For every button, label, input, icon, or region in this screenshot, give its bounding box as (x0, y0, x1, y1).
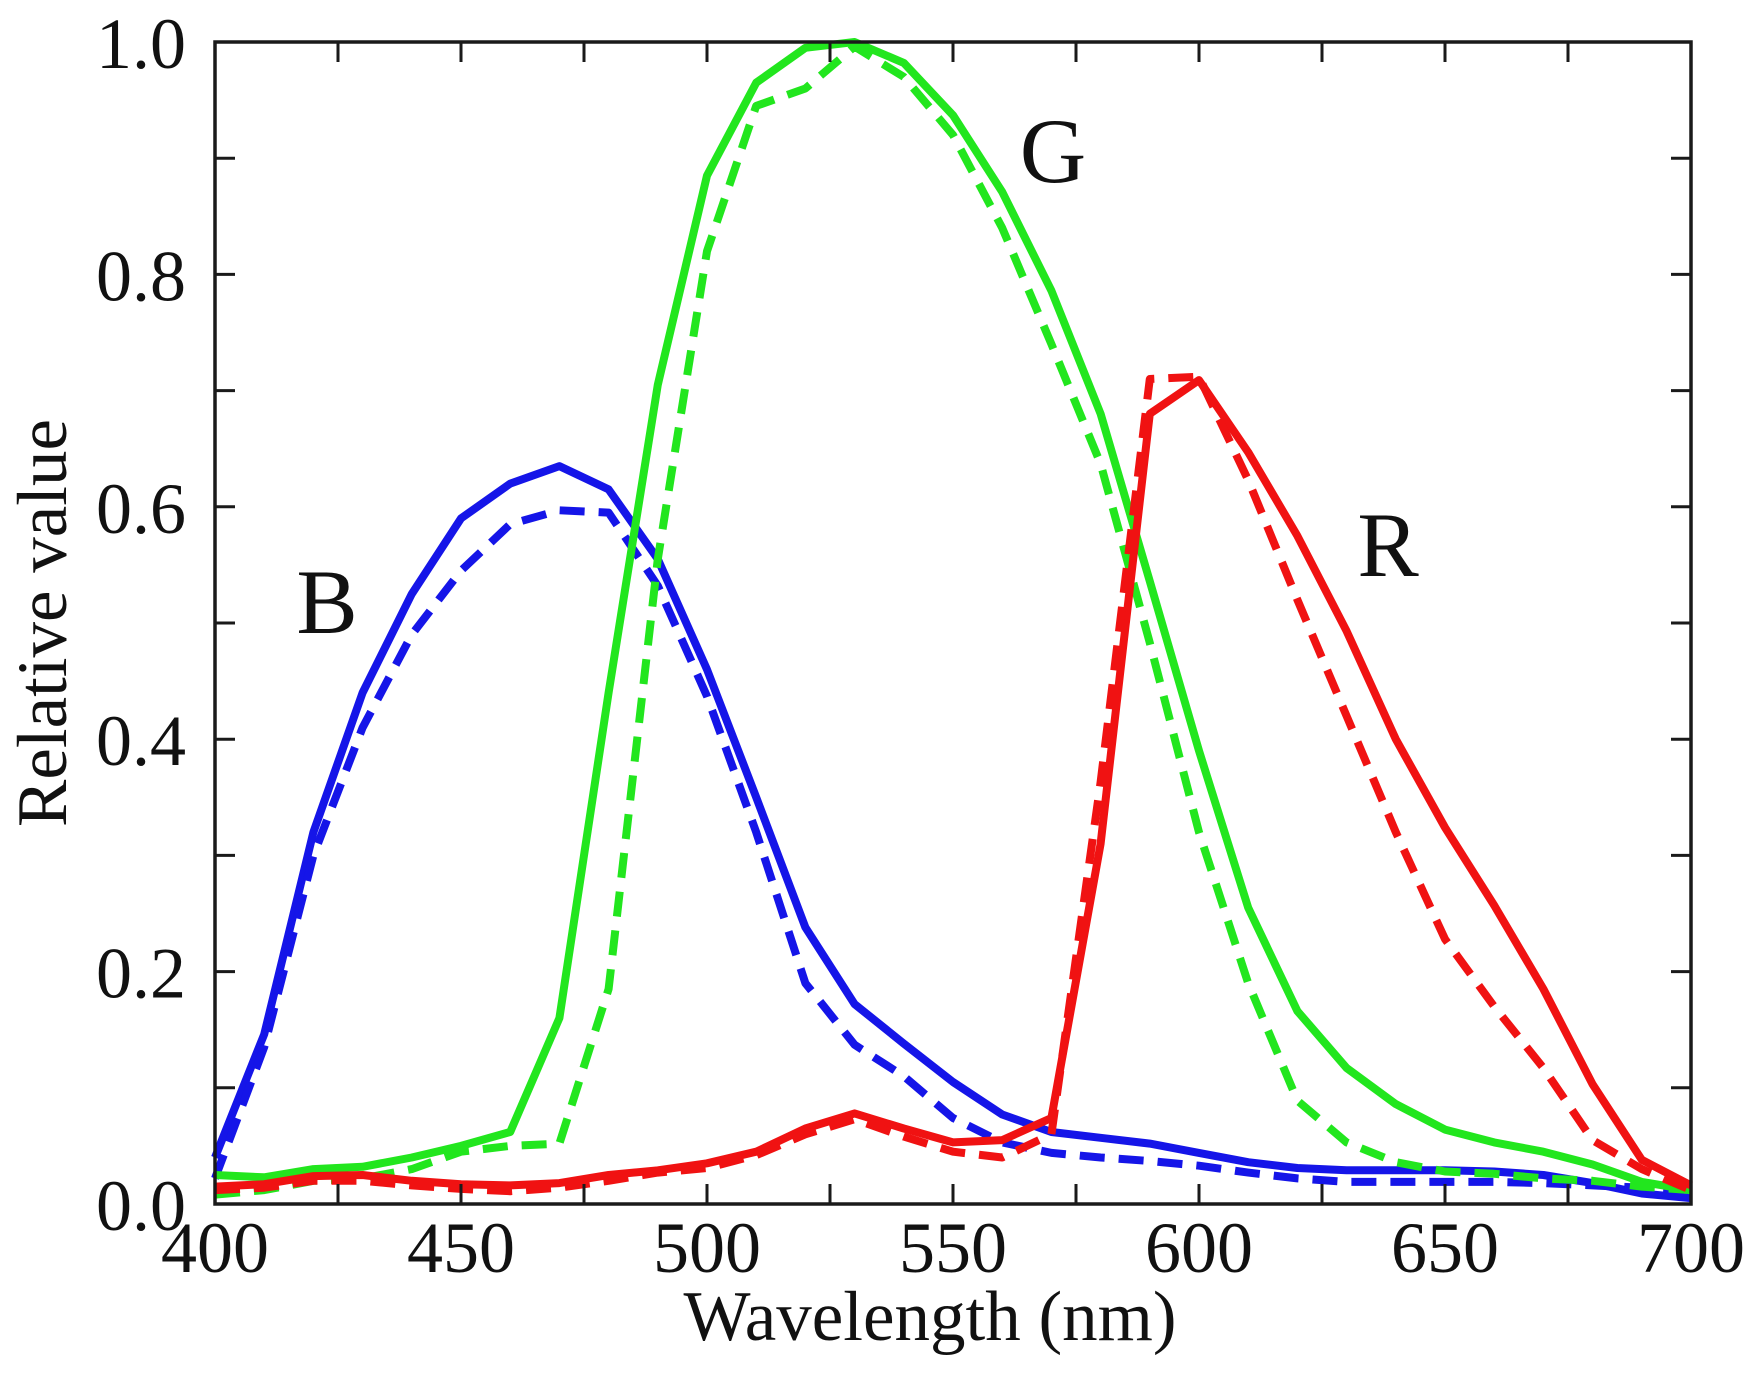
annotation-g: G (1020, 100, 1086, 202)
series-line-g-dashed (214, 42, 1692, 1199)
series-layer (211, 38, 1693, 1203)
annotation-b: B (296, 551, 357, 653)
x-tick-label: 450 (407, 1208, 515, 1288)
plot-frame (213, 40, 1693, 1206)
x-tick-label: 650 (1391, 1208, 1499, 1288)
x-tick-label: 400 (161, 1208, 269, 1288)
x-axis-label: Wavelength (nm) (683, 1278, 1176, 1356)
series-line-b-dashed (211, 506, 1692, 1195)
y-tick-label: 0.4 (96, 701, 186, 781)
y-axis-label: Relative value (4, 419, 82, 827)
y-tick-label: 0.2 (96, 934, 186, 1014)
series-line-r-dashed (214, 372, 1693, 1196)
y-tick-label: 0.6 (96, 469, 186, 549)
series-line-r-solid (214, 376, 1693, 1191)
series-line-g-solid (214, 38, 1692, 1195)
y-tick-label: 0.8 (96, 236, 186, 316)
x-tick-label: 600 (1145, 1208, 1253, 1288)
annotation-r: R (1357, 494, 1419, 596)
x-tick-label: 550 (899, 1208, 1007, 1288)
x-tick-label: 500 (653, 1208, 761, 1288)
ticks-layer (215, 42, 1691, 1204)
y-tick-label: 0.0 (96, 1166, 186, 1246)
y-tick-label: 1.0 (96, 4, 186, 84)
tick-labels-layer: 400 450 500 550 600 650 700 0.0 0.2 0.4 0.6 0.8 1.0 (96, 4, 1745, 1288)
x-tick-label: 700 (1637, 1208, 1745, 1288)
series-line-b-solid (211, 462, 1692, 1203)
